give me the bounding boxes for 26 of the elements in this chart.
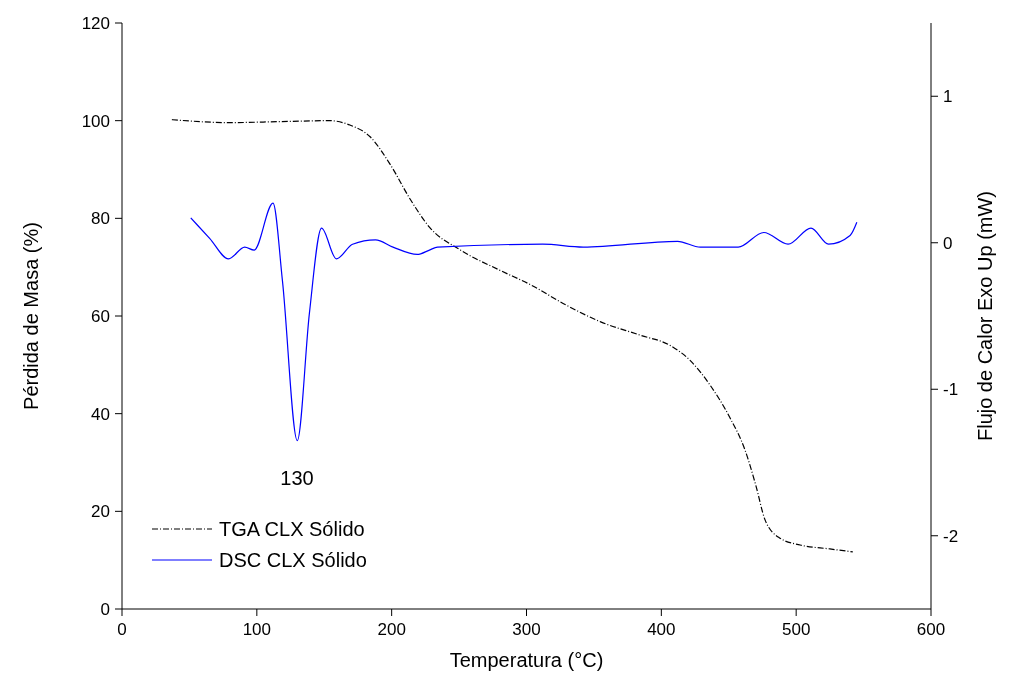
y2-tick-label: -1 bbox=[943, 380, 959, 400]
y-tick-label: 80 bbox=[91, 209, 110, 229]
x-tick-label: 300 bbox=[512, 620, 541, 639]
x-tick-label: 0 bbox=[117, 620, 127, 639]
line-series bbox=[190, 202, 858, 442]
x-tick-label: 200 bbox=[377, 620, 406, 639]
y-tick-label: 40 bbox=[91, 404, 110, 424]
y-tick-label: 60 bbox=[91, 306, 110, 326]
y2-tick-label: 1 bbox=[943, 87, 953, 107]
line-series bbox=[171, 119, 854, 553]
x-tick-label: 500 bbox=[781, 620, 811, 639]
y2-tick-label: 0 bbox=[943, 233, 953, 253]
x-axis-title: Temperatura (°C) bbox=[449, 649, 604, 671]
annotation: 130 bbox=[280, 467, 314, 489]
x-tick-label: 100 bbox=[242, 620, 272, 639]
y-tick-label: 120 bbox=[81, 13, 110, 33]
y-axis-title: Pérdida de Masa (%) bbox=[20, 222, 42, 410]
legend-label: DSC CLX Sólido bbox=[219, 549, 367, 571]
y-tick-label: 0 bbox=[100, 599, 110, 619]
y2-axis-title: Flujo de Calor Exo Up (mW) bbox=[974, 190, 996, 442]
x-tick-label: 600 bbox=[916, 620, 946, 639]
y-tick-label: 20 bbox=[91, 502, 110, 522]
legend-label: TGA CLX Sólido bbox=[219, 518, 365, 540]
y-tick-label: 100 bbox=[81, 111, 110, 131]
y2-tick-label: -2 bbox=[943, 526, 959, 546]
x-tick-label: 400 bbox=[647, 620, 676, 639]
